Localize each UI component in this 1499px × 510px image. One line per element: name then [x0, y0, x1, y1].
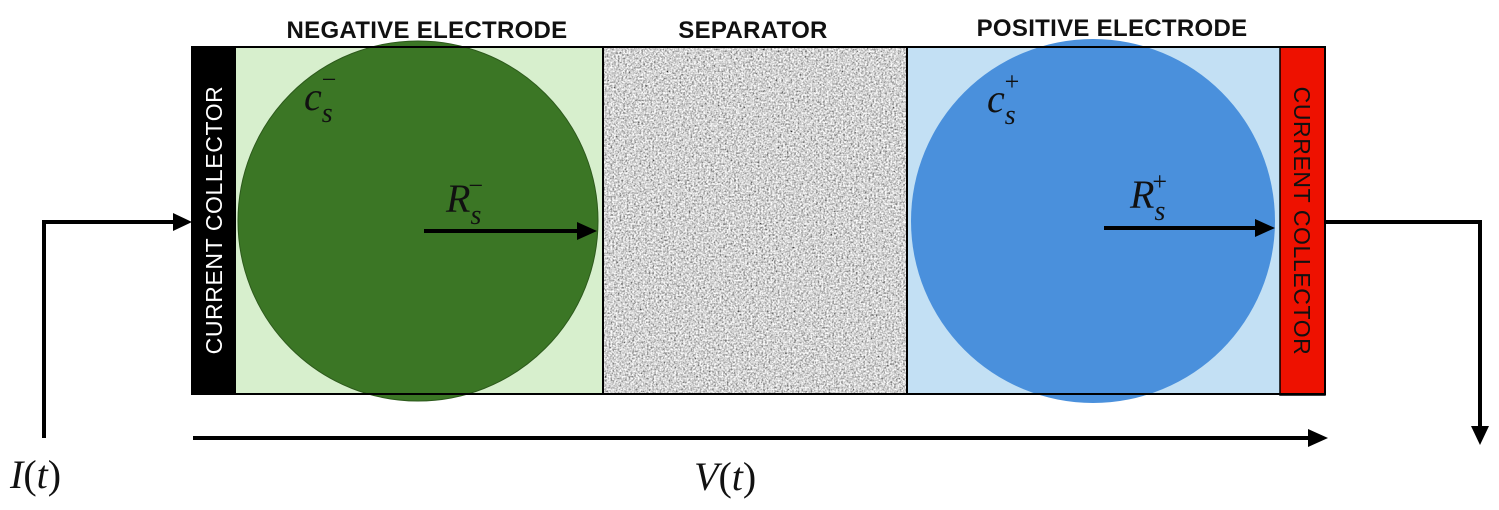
- left-current-collector: [192, 47, 236, 394]
- current-label: I(t): [9, 452, 61, 497]
- left-current-collector-label: CURRENT COLLECTOR: [201, 86, 227, 355]
- right-current-collector: [1279, 46, 1326, 396]
- r-s-plus-label: Rs+: [1129, 167, 1167, 227]
- radius-arrow-negative: [424, 222, 597, 240]
- right-current-collector-label: CURRENT COLLECTOR: [1289, 87, 1315, 356]
- current-input-wire: [42, 213, 192, 438]
- negative-electrode-header: NEGATIVE ELECTRODE: [287, 17, 568, 44]
- c-s-minus-label: cs−: [304, 65, 336, 129]
- c-s-plus-label: cs+: [987, 67, 1019, 131]
- r-s-minus-label: Rs−: [445, 171, 483, 231]
- negative-particle: [237, 40, 599, 402]
- radius-arrow-positive: [1104, 219, 1275, 237]
- voltage-label: V(t): [694, 454, 756, 499]
- current-output-wire: [1325, 220, 1489, 445]
- separator-header: SEPARATOR: [678, 17, 827, 44]
- positive-electrode-header: POSITIVE ELECTRODE: [977, 15, 1248, 42]
- separator-region: [603, 48, 907, 394]
- positive-particle: [911, 39, 1275, 403]
- voltage-arrow: [193, 429, 1328, 447]
